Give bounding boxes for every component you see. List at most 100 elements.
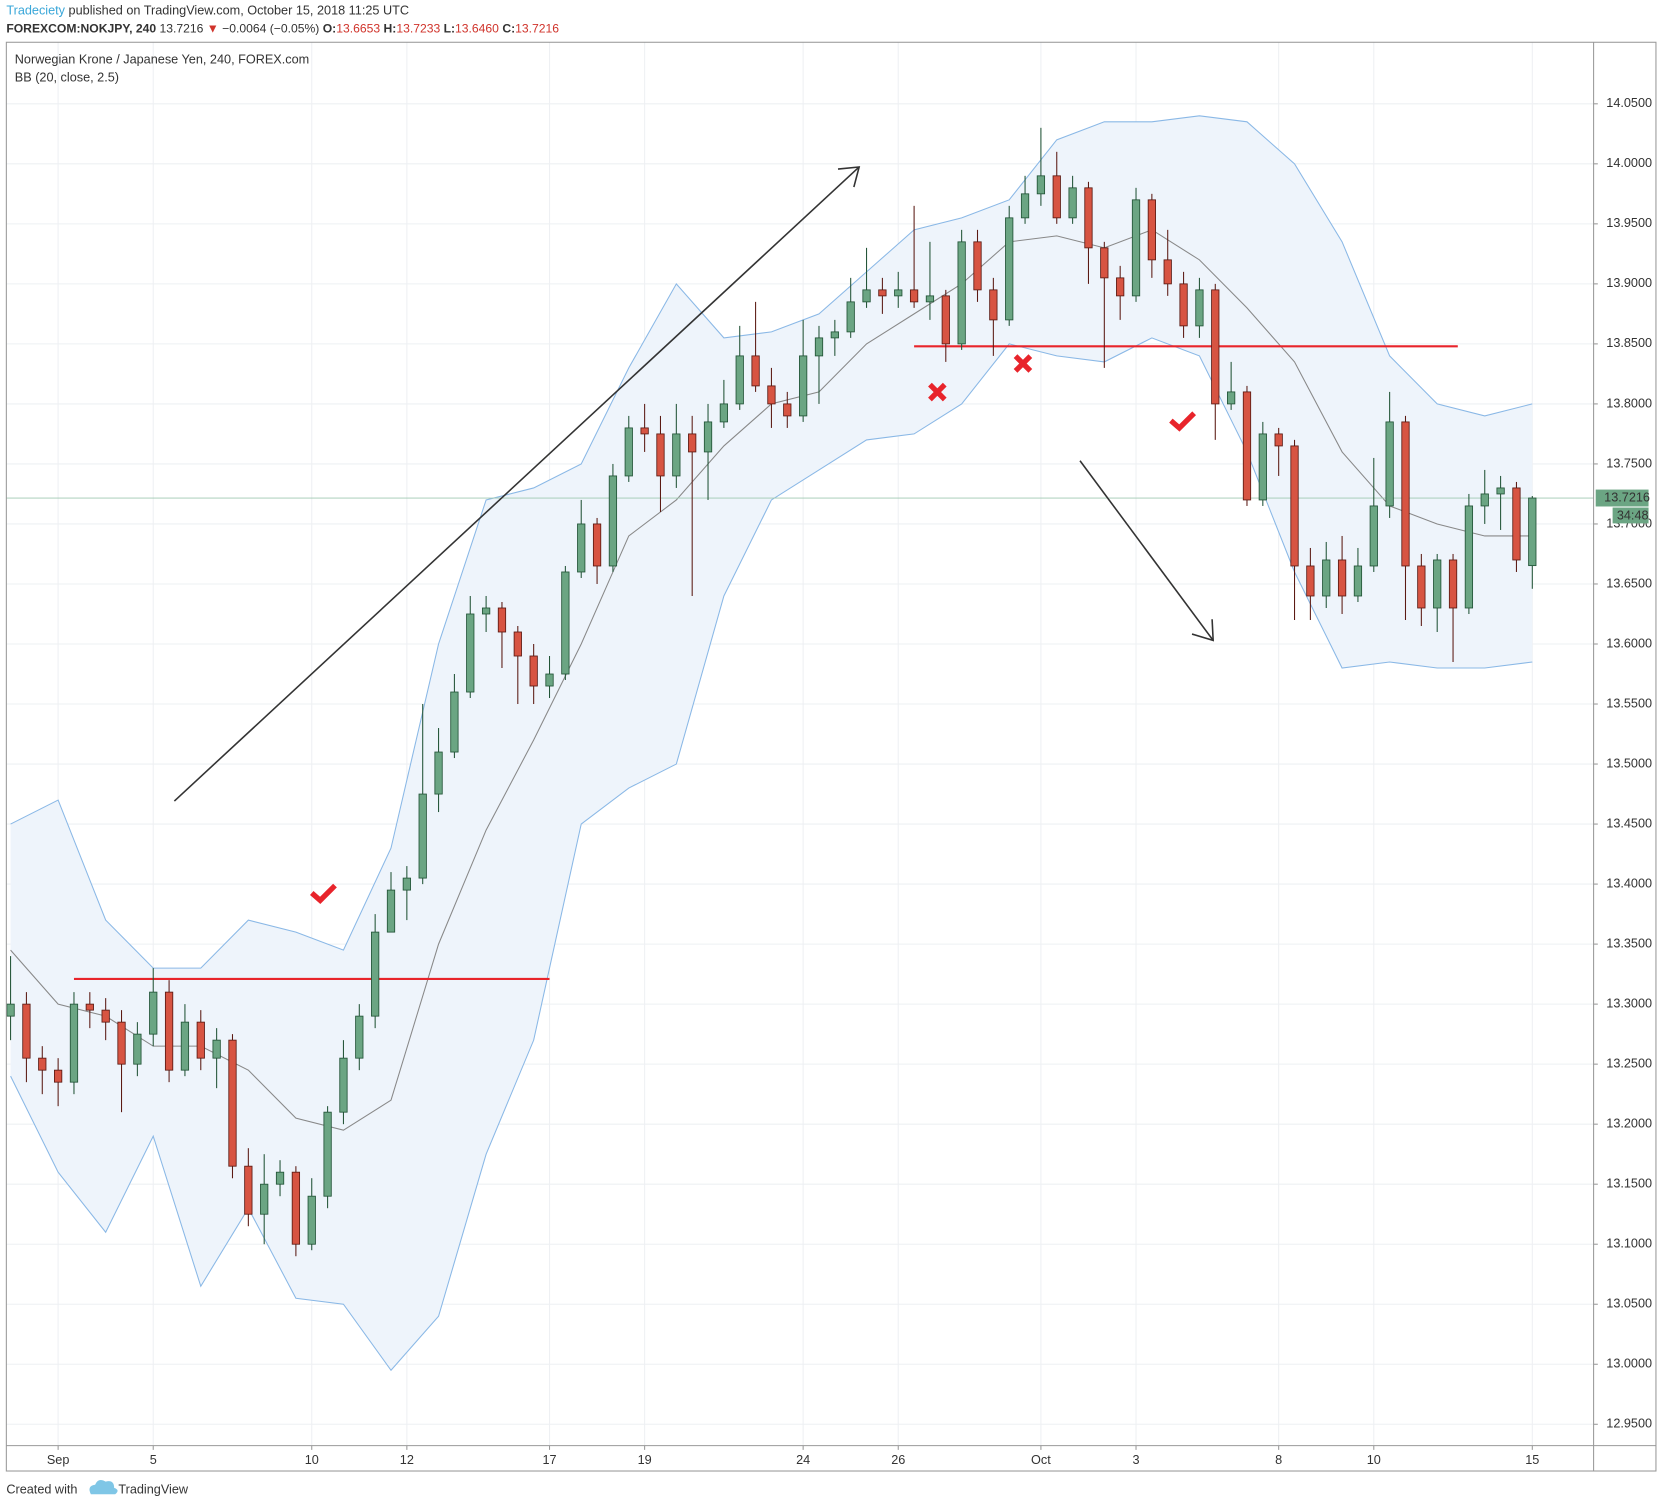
candle-body: [767, 385, 776, 405]
footer-created: Created with: [6, 1482, 77, 1496]
y-tick-label: 13.9500: [1606, 216, 1652, 230]
candle-body: [1448, 559, 1458, 609]
arrow-head: [837, 166, 861, 188]
candle-body: [434, 751, 443, 795]
y-tick-label: 13.0000: [1606, 1357, 1652, 1371]
footer-brand: TradingView: [118, 1482, 189, 1496]
cross-mark: [928, 382, 947, 402]
candle-body: [909, 289, 919, 303]
candle-body: [355, 1015, 364, 1059]
trend-arrow: [173, 166, 860, 802]
x-tick-label: Oct: [1031, 1453, 1051, 1467]
candle-body: [275, 1171, 285, 1185]
y-tick-label: 13.4500: [1606, 816, 1652, 830]
x-tick-label: 24: [796, 1453, 810, 1467]
candle-body: [688, 433, 697, 453]
y-tick-label: 13.7500: [1606, 456, 1652, 470]
candle-body: [1195, 289, 1204, 327]
candle-body: [640, 427, 649, 435]
candle-body: [244, 1165, 253, 1215]
y-tick-label: 13.8500: [1606, 336, 1652, 350]
candle-body: [529, 655, 538, 687]
candle-body: [1084, 187, 1093, 249]
candle-body: [1480, 493, 1489, 507]
candle-body: [735, 355, 744, 405]
x-tick-label: 10: [305, 1453, 319, 1467]
candle-body: [1005, 217, 1014, 321]
trend-arrow: [1079, 460, 1214, 641]
x-tick-label: 26: [891, 1453, 905, 1467]
candle-body: [1401, 421, 1410, 567]
candle-body: [1417, 565, 1426, 609]
candle-body: [1337, 559, 1347, 597]
candle-body: [307, 1195, 316, 1245]
y-tick-label: 13.5500: [1606, 696, 1652, 710]
candle-body: [799, 355, 808, 417]
y-tick-label: 13.4000: [1606, 876, 1652, 890]
candle-body: [1464, 505, 1474, 609]
candle-body: [85, 1003, 94, 1011]
candles: [6, 127, 1537, 1257]
author: Tradeciety: [6, 4, 65, 18]
ohlc-label: L:: [444, 22, 455, 36]
candle-body: [1496, 487, 1505, 495]
y-tick-label: 13.1500: [1606, 1177, 1652, 1191]
x-tick-label: 19: [638, 1453, 652, 1467]
candle-body: [1147, 199, 1156, 261]
candle-body: [561, 571, 570, 675]
candle-body: [450, 691, 459, 753]
candle-body: [149, 991, 158, 1035]
candle-body: [1353, 565, 1363, 597]
candle-body: [117, 1021, 126, 1065]
candle-body: [481, 607, 491, 615]
y-tick-label: 13.1000: [1606, 1237, 1652, 1251]
candle-body: [783, 403, 792, 417]
candle-body: [1512, 487, 1521, 561]
axes: 12.9500 13.0000 13.0500 13.1000 13.1500 13.20…: [47, 96, 1652, 1467]
countdown-tag: [1612, 507, 1649, 524]
header-quote: FOREXCOM:NOKJPY, 240 13.7216 ▼ −0.0064 (…: [6, 22, 559, 36]
y-tick-label: 13.0500: [1606, 1297, 1652, 1311]
candle-body: [513, 631, 522, 657]
candle-body: [1322, 559, 1331, 597]
candle-body: [1036, 175, 1046, 195]
candle-body: [624, 427, 633, 477]
ohlc-value: 13.7233: [396, 22, 440, 36]
y-tick-label: 13.3000: [1606, 996, 1652, 1010]
candle-body: [497, 607, 507, 633]
candle-body: [228, 1039, 237, 1167]
candle-body: [133, 1033, 142, 1065]
x-tick-label: 12: [400, 1453, 414, 1467]
x-tick-label: 10: [1367, 1453, 1381, 1467]
candle-body: [830, 331, 839, 339]
ohlc-label: O:: [323, 22, 337, 36]
candle-body: [22, 1003, 31, 1059]
candle-body: [1528, 497, 1537, 567]
candle-body: [846, 301, 855, 333]
candle-body: [1020, 193, 1030, 219]
last: 13.7216: [159, 22, 203, 36]
publish-note: published on TradingView.com, October 15…: [65, 4, 409, 18]
candle-body: [323, 1111, 332, 1197]
candle-body: [894, 289, 903, 297]
candle-body: [1100, 247, 1109, 279]
candle-body: [291, 1171, 301, 1245]
ohlc-value: 13.6653: [336, 22, 380, 36]
candle-body: [957, 241, 966, 345]
y-tick-label: 13.2000: [1606, 1117, 1652, 1131]
y-tick-label: 13.6000: [1606, 636, 1652, 650]
candle-body: [1227, 391, 1236, 405]
y-tick-label: 13.9000: [1606, 276, 1652, 290]
symbol: FOREXCOM:NOKJPY, 240: [6, 22, 156, 36]
x-tick-label: 17: [542, 1453, 556, 1467]
candle-body: [1052, 175, 1061, 219]
candle-body: [386, 889, 396, 933]
candle-body: [592, 523, 602, 567]
ohlc-label: C:: [502, 22, 515, 36]
candle-body: [1131, 199, 1141, 297]
candle-body: [751, 355, 760, 387]
candle-body: [973, 241, 982, 291]
candle-body: [941, 295, 950, 345]
